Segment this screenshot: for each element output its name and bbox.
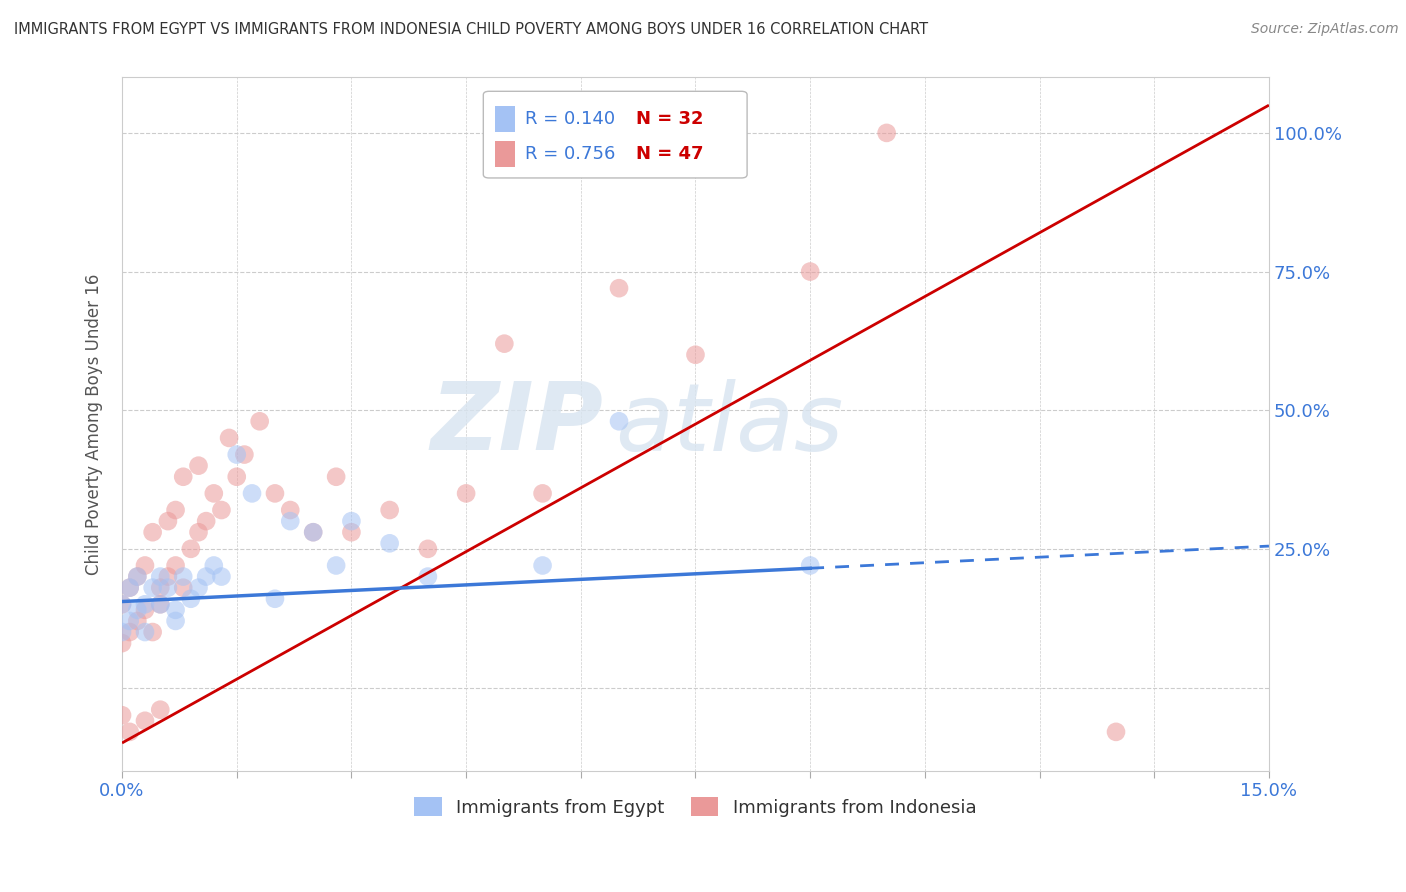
Text: Source: ZipAtlas.com: Source: ZipAtlas.com: [1251, 22, 1399, 37]
Text: IMMIGRANTS FROM EGYPT VS IMMIGRANTS FROM INDONESIA CHILD POVERTY AMONG BOYS UNDE: IMMIGRANTS FROM EGYPT VS IMMIGRANTS FROM…: [14, 22, 928, 37]
Bar: [495, 106, 516, 132]
Point: [172, 569, 194, 583]
Point: [127, 569, 149, 583]
Point: [134, 625, 156, 640]
Point: [134, 714, 156, 728]
Point: [225, 469, 247, 483]
Point: [218, 431, 240, 445]
Point: [240, 486, 263, 500]
Point: [118, 581, 141, 595]
Point: [494, 336, 516, 351]
Point: [156, 514, 179, 528]
FancyBboxPatch shape: [484, 91, 747, 178]
Point: [156, 569, 179, 583]
Point: [531, 486, 554, 500]
Point: [127, 614, 149, 628]
Point: [180, 541, 202, 556]
Point: [416, 569, 439, 583]
Point: [127, 603, 149, 617]
Point: [111, 625, 134, 640]
Point: [195, 514, 218, 528]
Point: [149, 597, 172, 611]
Point: [172, 581, 194, 595]
Text: atlas: atlas: [616, 378, 844, 469]
Point: [278, 503, 301, 517]
Text: R = 0.756: R = 0.756: [524, 145, 614, 162]
Point: [302, 525, 325, 540]
Point: [134, 597, 156, 611]
Point: [149, 581, 172, 595]
Point: [607, 414, 630, 428]
Point: [249, 414, 271, 428]
Point: [531, 558, 554, 573]
Point: [211, 569, 233, 583]
Point: [264, 591, 287, 606]
Text: N = 32: N = 32: [636, 110, 703, 128]
Text: R = 0.140: R = 0.140: [524, 110, 614, 128]
Point: [456, 486, 478, 500]
Point: [118, 724, 141, 739]
Point: [378, 536, 401, 550]
Point: [1105, 724, 1128, 739]
Point: [165, 603, 187, 617]
Point: [233, 448, 256, 462]
Y-axis label: Child Poverty Among Boys Under 16: Child Poverty Among Boys Under 16: [86, 273, 103, 574]
Point: [142, 625, 165, 640]
Point: [165, 503, 187, 517]
Bar: [495, 141, 516, 167]
Point: [378, 503, 401, 517]
Point: [264, 486, 287, 500]
Point: [118, 614, 141, 628]
Point: [225, 448, 247, 462]
Point: [134, 558, 156, 573]
Point: [799, 558, 821, 573]
Point: [149, 703, 172, 717]
Point: [172, 469, 194, 483]
Point: [302, 525, 325, 540]
Point: [156, 581, 179, 595]
Point: [607, 281, 630, 295]
Point: [118, 581, 141, 595]
Legend: Immigrants from Egypt, Immigrants from Indonesia: Immigrants from Egypt, Immigrants from I…: [408, 790, 984, 824]
Point: [165, 614, 187, 628]
Point: [127, 569, 149, 583]
Text: N = 47: N = 47: [636, 145, 703, 162]
Point: [325, 469, 347, 483]
Point: [187, 525, 209, 540]
Point: [799, 264, 821, 278]
Point: [142, 581, 165, 595]
Point: [416, 541, 439, 556]
Point: [340, 514, 363, 528]
Point: [142, 525, 165, 540]
Point: [211, 503, 233, 517]
Point: [202, 558, 225, 573]
Point: [118, 625, 141, 640]
Point: [180, 591, 202, 606]
Point: [278, 514, 301, 528]
Point: [111, 636, 134, 650]
Point: [195, 569, 218, 583]
Point: [111, 597, 134, 611]
Point: [202, 486, 225, 500]
Point: [149, 597, 172, 611]
Point: [876, 126, 898, 140]
Point: [111, 708, 134, 723]
Point: [685, 348, 707, 362]
Point: [187, 458, 209, 473]
Point: [187, 581, 209, 595]
Point: [165, 558, 187, 573]
Text: ZIP: ZIP: [430, 378, 603, 470]
Point: [134, 603, 156, 617]
Point: [111, 597, 134, 611]
Point: [149, 569, 172, 583]
Point: [340, 525, 363, 540]
Point: [325, 558, 347, 573]
